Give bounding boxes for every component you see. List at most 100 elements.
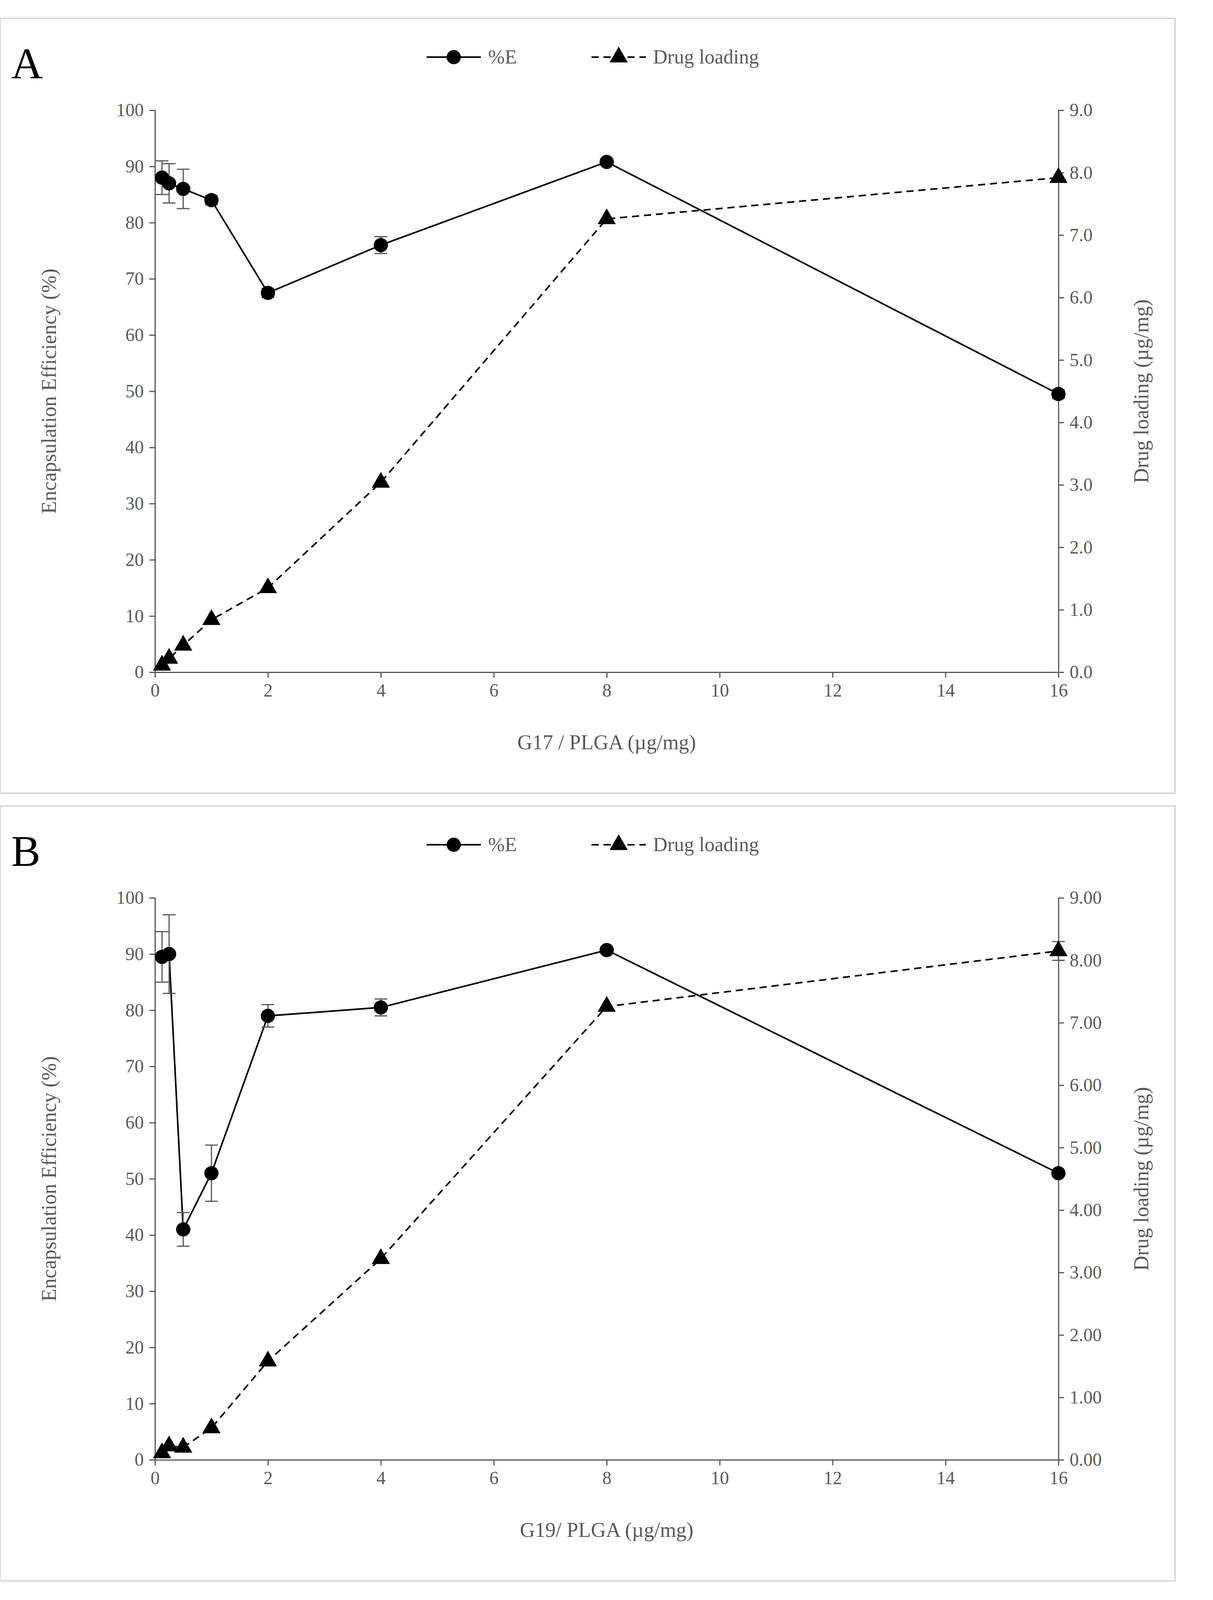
tick-label: 80: [125, 212, 144, 233]
tick-mark: [149, 1178, 155, 1180]
tick-mark: [1058, 1334, 1065, 1336]
tick-mark: [380, 672, 382, 678]
tick-mark: [149, 1234, 155, 1236]
legend-item: Drug loading: [591, 833, 759, 856]
marker: [160, 1435, 179, 1452]
tick-mark: [1058, 1022, 1065, 1024]
marker: [371, 471, 391, 488]
tick: 60: [125, 324, 155, 346]
error-cap: [155, 160, 169, 162]
y-axis-line: [149, 110, 156, 673]
tick-mark: [832, 672, 834, 678]
tick: 20: [125, 549, 155, 570]
tick: 2: [263, 672, 273, 701]
tick: 6.00: [1058, 1074, 1102, 1096]
error-cap: [162, 162, 176, 165]
tick-label: 10: [125, 1393, 144, 1414]
marker: [202, 609, 221, 625]
tick: 8: [602, 1459, 612, 1489]
error-cap: [176, 1245, 190, 1247]
tick: 1.0: [1058, 599, 1093, 620]
tick: 3.00: [1058, 1262, 1102, 1283]
tick-mark: [149, 1459, 155, 1461]
tick-mark: [149, 1403, 155, 1405]
marker: [371, 1248, 391, 1264]
tick-mark: [719, 672, 721, 678]
tick-mark: [149, 671, 155, 674]
x-axis: 0246810121416: [150, 1459, 1069, 1489]
error-cap: [374, 236, 388, 238]
tick-label: 2: [263, 1467, 273, 1489]
tick: 80: [125, 212, 155, 233]
tick: 20: [125, 1337, 155, 1358]
tick-mark: [1058, 897, 1065, 899]
panel: A024681012141601020304050607080901000.01…: [0, 18, 1176, 794]
panel-label: B: [11, 826, 41, 876]
series-line: [162, 177, 1059, 666]
x-axis: 0246810121416: [150, 672, 1069, 701]
tick-mark: [1058, 546, 1065, 548]
tick-label: 90: [125, 156, 144, 177]
legend-item: Drug loading: [591, 45, 759, 68]
tick-mark: [149, 222, 155, 224]
tick: 4: [376, 1459, 386, 1489]
x-axis-title: G19/ PLGA (µg/mg): [520, 1518, 694, 1542]
marker: [260, 1008, 276, 1024]
figure: A024681012141601020304050607080901000.01…: [0, 0, 1213, 1600]
marker: [373, 238, 389, 253]
tick-mark: [1058, 422, 1065, 424]
tick-mark: [944, 1459, 947, 1466]
error-cap: [162, 992, 176, 995]
tick-label: 90: [125, 943, 144, 965]
tick-label: 0.00: [1069, 1449, 1102, 1470]
tick: 16: [1049, 672, 1069, 701]
tick-mark: [149, 278, 155, 280]
tick-label: 30: [125, 1280, 144, 1302]
tick-label: 14: [936, 1467, 955, 1489]
error-cap: [374, 998, 388, 1000]
panel-frame: [0, 18, 1176, 794]
tick: 50: [125, 381, 155, 402]
tick-mark: [149, 1122, 155, 1124]
tick-mark: [149, 503, 155, 505]
marker: [373, 1000, 389, 1015]
marker: [204, 192, 219, 208]
tick-label: 40: [125, 436, 144, 458]
tick: 9.00: [1058, 887, 1102, 908]
tick-mark: [832, 1459, 834, 1466]
marker: [204, 1166, 219, 1181]
tick-mark: [719, 1459, 721, 1466]
tick-mark: [1058, 1272, 1065, 1274]
marker: [258, 577, 278, 594]
tick: 80: [125, 1000, 155, 1021]
tick-mark: [1058, 297, 1065, 299]
tick-label: 9.00: [1069, 887, 1102, 908]
tick-label: 7.0: [1069, 224, 1093, 246]
legend-marker: [609, 46, 628, 63]
tick: 8: [602, 672, 612, 701]
panel-label: A: [11, 39, 43, 88]
tick-label: 100: [116, 887, 144, 908]
tick-label: 80: [125, 1000, 144, 1021]
tick-label: 10: [710, 1467, 729, 1489]
tick-mark: [1058, 359, 1065, 361]
marker: [162, 946, 177, 962]
series-line: [162, 161, 1059, 394]
error-cap: [374, 252, 388, 255]
tick-label: 0: [134, 1449, 144, 1470]
error-cap: [155, 981, 169, 983]
tick-mark: [493, 1459, 495, 1466]
tick: 40: [125, 1224, 155, 1245]
tick: 14: [936, 1459, 955, 1489]
marker: [176, 181, 191, 197]
tick-label: 20: [125, 1337, 144, 1358]
tick-mark: [149, 1009, 155, 1011]
marker: [597, 996, 616, 1012]
y2-axis-title: Drug loading (µg/mg): [1129, 1086, 1154, 1271]
tick: 6: [489, 672, 499, 701]
tick: 16: [1049, 1459, 1069, 1489]
tick-mark: [1058, 109, 1065, 112]
tick: 30: [125, 1280, 155, 1302]
error-cap: [374, 1015, 388, 1017]
series-line: [162, 950, 1059, 1230]
